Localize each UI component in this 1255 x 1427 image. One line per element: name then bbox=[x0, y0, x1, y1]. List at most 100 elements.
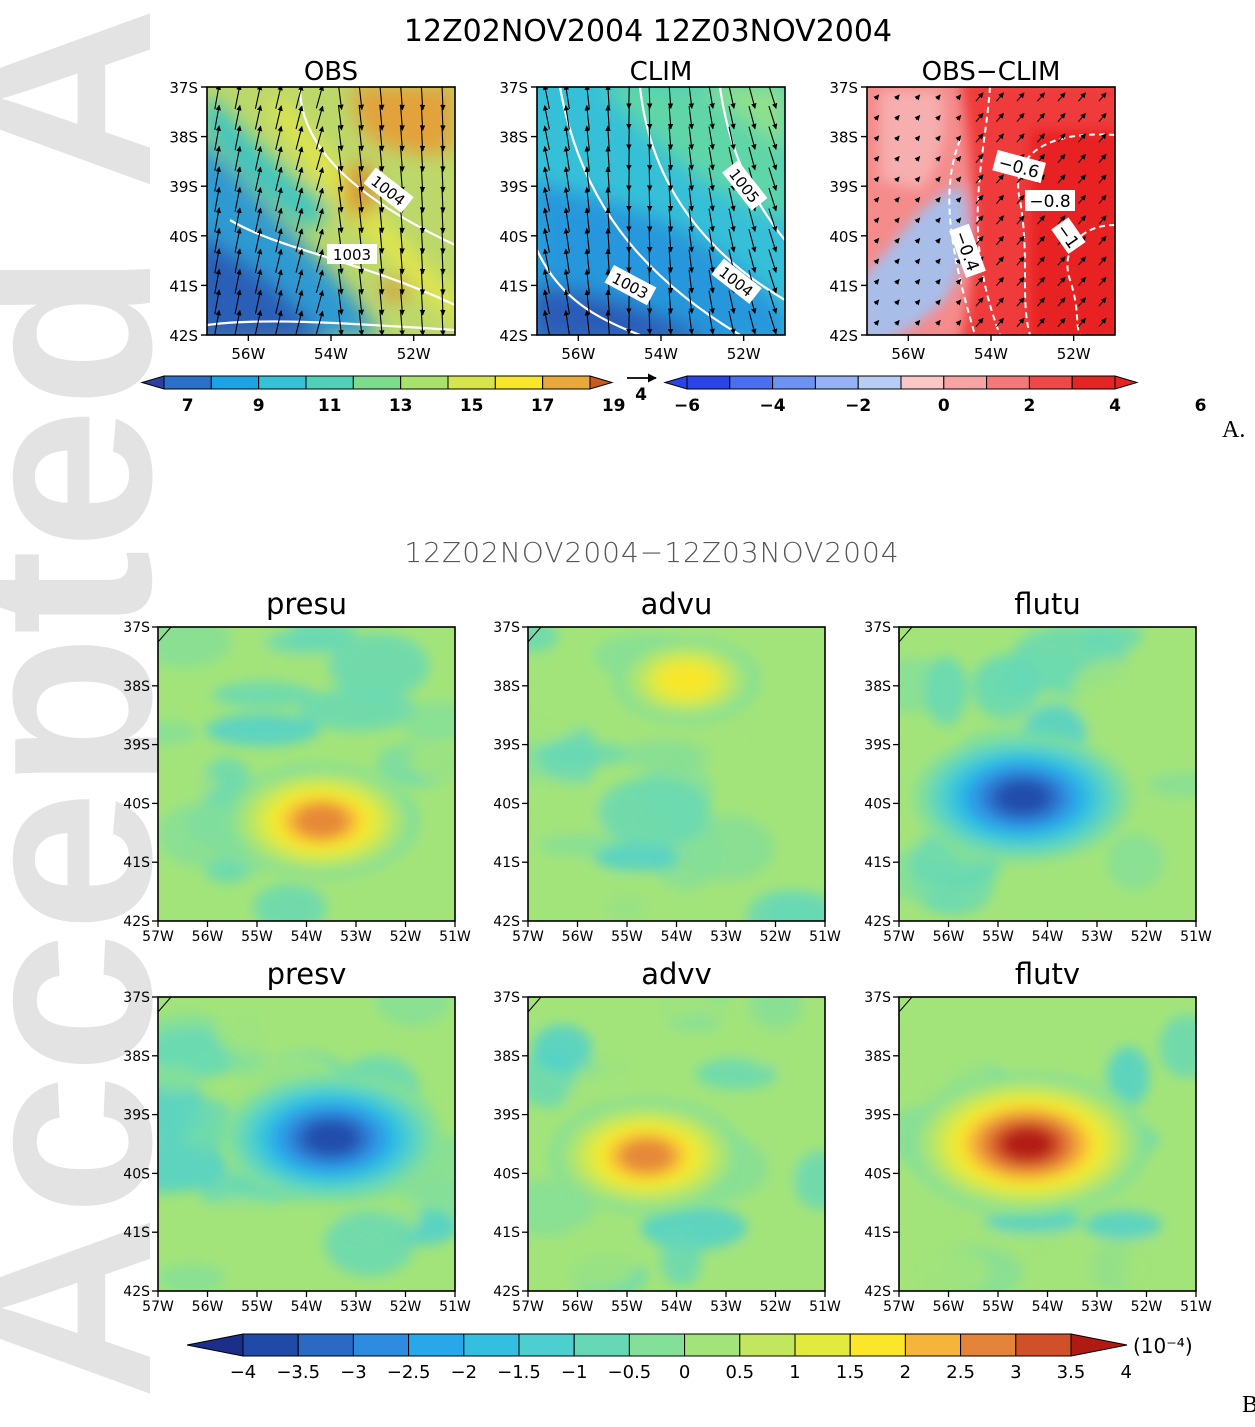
wind-vector bbox=[542, 104, 550, 130]
wind-vector bbox=[254, 207, 263, 233]
field-blob bbox=[660, 1232, 702, 1287]
wind-vector bbox=[1077, 317, 1087, 328]
wind-vector bbox=[975, 194, 984, 205]
y-tick-label: 42S bbox=[864, 1284, 891, 1300]
field-blob bbox=[775, 1077, 822, 1115]
wind-vector bbox=[975, 235, 984, 246]
colorbar-segment bbox=[857, 375, 902, 390]
wind-vector bbox=[995, 317, 1005, 328]
y-tick-label: 41S bbox=[864, 855, 891, 871]
wind-vector bbox=[440, 289, 446, 316]
field-blob bbox=[324, 1210, 415, 1277]
colorbar-segment bbox=[900, 375, 945, 390]
wind-vector bbox=[688, 188, 695, 212]
wind-vector bbox=[728, 126, 736, 150]
wind-vector bbox=[955, 217, 962, 224]
wind-vector bbox=[1077, 174, 1087, 184]
colorbar-segment bbox=[729, 375, 774, 390]
wind-vector bbox=[295, 310, 304, 335]
wind-vector bbox=[955, 176, 962, 183]
wind-vector bbox=[646, 188, 653, 212]
wind-vector bbox=[419, 289, 426, 316]
colorbar-segment bbox=[518, 1333, 575, 1357]
colorbar-segment bbox=[210, 375, 260, 390]
wind-vector bbox=[1098, 92, 1107, 102]
wind-vector bbox=[1098, 235, 1107, 246]
y-tick-label: 42S bbox=[829, 327, 858, 345]
colorbar-label: 1 bbox=[789, 1362, 800, 1383]
wind-vector bbox=[768, 228, 778, 253]
x-tick-label: 57W bbox=[142, 929, 174, 945]
wind-vector bbox=[995, 256, 1005, 266]
field-blob bbox=[594, 843, 680, 872]
wind-vector bbox=[768, 167, 778, 191]
y-tick-label: 39S bbox=[864, 738, 891, 754]
wind-vector bbox=[667, 106, 674, 130]
field-blob bbox=[993, 884, 1100, 921]
colorbar-label: 6 bbox=[1195, 396, 1207, 416]
colorbar-segment bbox=[849, 1333, 906, 1357]
wind-vector bbox=[914, 176, 921, 183]
colorbar-label: −3 bbox=[340, 1362, 367, 1383]
wind-vector bbox=[873, 258, 880, 265]
field-blob bbox=[924, 656, 968, 727]
wind-vector bbox=[914, 135, 921, 142]
wind-vector bbox=[214, 248, 222, 274]
field-blob bbox=[192, 1197, 296, 1257]
colorbar-label: 9 bbox=[253, 396, 265, 416]
field-blob bbox=[595, 1036, 639, 1080]
wind-vector bbox=[315, 87, 324, 109]
wind-vector bbox=[234, 248, 242, 274]
colorbar-label: 3.5 bbox=[1057, 1362, 1086, 1383]
wind-vector bbox=[1077, 276, 1087, 287]
wind-vector bbox=[955, 94, 962, 101]
wind-vector bbox=[234, 125, 242, 151]
wind-vector bbox=[873, 299, 880, 306]
colorbar-segment bbox=[163, 375, 212, 390]
corner-mark bbox=[898, 996, 913, 1013]
wind-vector bbox=[728, 187, 736, 212]
wind-vector bbox=[275, 289, 283, 314]
colorbar-units: (10⁻⁴) bbox=[1133, 1334, 1193, 1358]
wind-vector bbox=[934, 114, 941, 121]
panel-field bbox=[528, 627, 825, 921]
wind-vector bbox=[337, 186, 344, 213]
wind-vector bbox=[358, 166, 365, 193]
x-tick-label: 52W bbox=[390, 1299, 422, 1315]
wind-vector bbox=[995, 174, 1005, 184]
wind-vector bbox=[914, 278, 921, 285]
wind-vector bbox=[768, 87, 778, 109]
wind-vector bbox=[873, 196, 880, 203]
wind-vector bbox=[234, 268, 242, 294]
wind-vector bbox=[646, 249, 653, 273]
x-tick-label: 54W bbox=[974, 345, 1008, 363]
field-blob bbox=[401, 701, 455, 744]
x-tick-label: 55W bbox=[611, 929, 643, 945]
colorbar-segment bbox=[400, 375, 449, 390]
colorbar-end-right bbox=[1114, 375, 1139, 390]
wind-vector bbox=[295, 228, 304, 253]
wind-vector bbox=[995, 92, 1005, 102]
wind-vector bbox=[542, 248, 550, 274]
wind-vector bbox=[1098, 276, 1107, 287]
wind-vector bbox=[214, 104, 222, 130]
peak-level bbox=[996, 781, 1049, 814]
wind-vector bbox=[214, 268, 222, 294]
wind-vector bbox=[1016, 297, 1025, 307]
wind-vector bbox=[542, 166, 550, 192]
wind-vector bbox=[214, 145, 222, 171]
wind-vector bbox=[1016, 317, 1025, 328]
wind-vector bbox=[1098, 194, 1107, 205]
wind-vector bbox=[975, 174, 984, 184]
wind-vector bbox=[995, 235, 1005, 246]
wind-vector bbox=[688, 229, 695, 253]
x-tick-label: 57W bbox=[512, 929, 544, 945]
wind-vector bbox=[688, 167, 695, 191]
wind-vector bbox=[234, 207, 242, 233]
wind-vector bbox=[254, 310, 263, 335]
field-blob bbox=[793, 1150, 825, 1210]
wind-vector bbox=[914, 299, 921, 306]
wind-vector bbox=[748, 87, 757, 109]
wind-vector bbox=[419, 268, 426, 295]
wind-vector bbox=[995, 194, 1005, 205]
